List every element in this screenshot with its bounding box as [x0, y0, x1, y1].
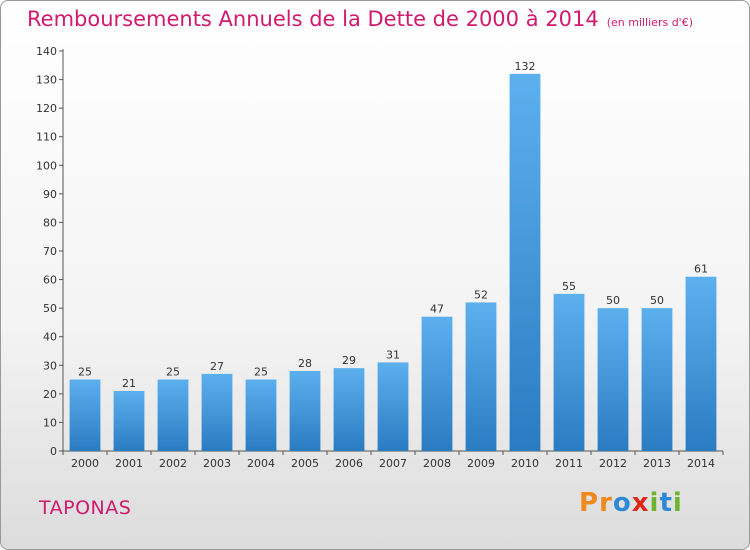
- x-tick-label-2001: 2001: [115, 457, 143, 470]
- bar-2006: [333, 368, 365, 451]
- x-tick-label-2014: 2014: [687, 457, 715, 470]
- data-label-2009: 52: [474, 288, 488, 301]
- y-tick-label: 50: [43, 302, 57, 315]
- chart-title: Remboursements Annuels de la Dette de 20…: [27, 7, 693, 31]
- bar-2009: [465, 302, 497, 451]
- data-label-2011: 55: [562, 280, 576, 293]
- x-tick-label-2009: 2009: [467, 457, 495, 470]
- data-label-2001: 21: [122, 377, 136, 390]
- x-tick-label-2011: 2011: [555, 457, 583, 470]
- x-tick-label-2000: 2000: [71, 457, 99, 470]
- y-tick-label: 20: [43, 388, 57, 401]
- y-tick-label: 30: [43, 359, 57, 372]
- y-tick-label: 120: [36, 102, 57, 115]
- y-tick-label: 70: [43, 245, 57, 258]
- bar-2002: [157, 379, 189, 451]
- chart-subtitle: (en milliers d'€): [606, 16, 693, 29]
- bar-2010: [509, 73, 541, 451]
- data-label-2014: 61: [694, 263, 708, 276]
- proxiti-logo[interactable]: Proxiti: [579, 488, 683, 518]
- y-tick-label: 10: [43, 416, 57, 429]
- y-tick-label: 40: [43, 331, 57, 344]
- data-label-2003: 27: [210, 360, 224, 373]
- x-tick-label-2012: 2012: [599, 457, 627, 470]
- x-tick-label-2008: 2008: [423, 457, 451, 470]
- x-tick-label-2002: 2002: [159, 457, 187, 470]
- bar-2000: [69, 379, 101, 451]
- y-tick-label: 130: [36, 74, 57, 87]
- y-tick-label: 90: [43, 188, 57, 201]
- y-tick-label: 100: [36, 159, 57, 172]
- y-tick-label: 80: [43, 216, 57, 229]
- bar-2012: [597, 308, 629, 451]
- bar-2004: [245, 379, 277, 451]
- logo-letter: t: [659, 488, 673, 518]
- bar-2013: [641, 308, 673, 451]
- data-label-2012: 50: [606, 294, 620, 307]
- data-label-2005: 28: [298, 357, 312, 370]
- bar-2011: [553, 293, 585, 451]
- data-label-2006: 29: [342, 354, 356, 367]
- y-tick-label: 140: [36, 45, 57, 58]
- x-tick-label-2004: 2004: [247, 457, 275, 470]
- x-tick-label-2007: 2007: [379, 457, 407, 470]
- data-label-2002: 25: [166, 366, 180, 379]
- logo-letter: P: [579, 488, 600, 518]
- logo-letter: o: [612, 488, 632, 518]
- bar-2007: [377, 362, 409, 451]
- bar-2005: [289, 371, 321, 451]
- commune-name: TAPONAS: [39, 497, 132, 519]
- bar-2008: [421, 316, 453, 451]
- data-label-2004: 25: [254, 366, 268, 379]
- bar-2014: [685, 276, 717, 451]
- bar-2003: [201, 373, 233, 451]
- data-label-2007: 31: [386, 348, 400, 361]
- y-tick-label: 110: [36, 131, 57, 144]
- x-tick-label-2013: 2013: [643, 457, 671, 470]
- data-label-2013: 50: [650, 294, 664, 307]
- chart-title-text: Remboursements Annuels de la Dette de 20…: [27, 7, 599, 31]
- logo-letter: r: [599, 488, 613, 518]
- y-tick-label: 60: [43, 274, 57, 287]
- logo-letter: x: [631, 488, 650, 518]
- x-tick-label-2005: 2005: [291, 457, 319, 470]
- logo-letter: i: [672, 488, 683, 518]
- data-label-2008: 47: [430, 303, 444, 316]
- data-label-2010: 132: [515, 60, 536, 73]
- bar-2001: [113, 391, 145, 451]
- x-tick-label-2003: 2003: [203, 457, 231, 470]
- x-tick-label-2006: 2006: [335, 457, 363, 470]
- logo-letter: i: [649, 488, 660, 518]
- y-tick-label: 0: [50, 445, 57, 458]
- data-label-2000: 25: [78, 366, 92, 379]
- x-tick-label-2010: 2010: [511, 457, 539, 470]
